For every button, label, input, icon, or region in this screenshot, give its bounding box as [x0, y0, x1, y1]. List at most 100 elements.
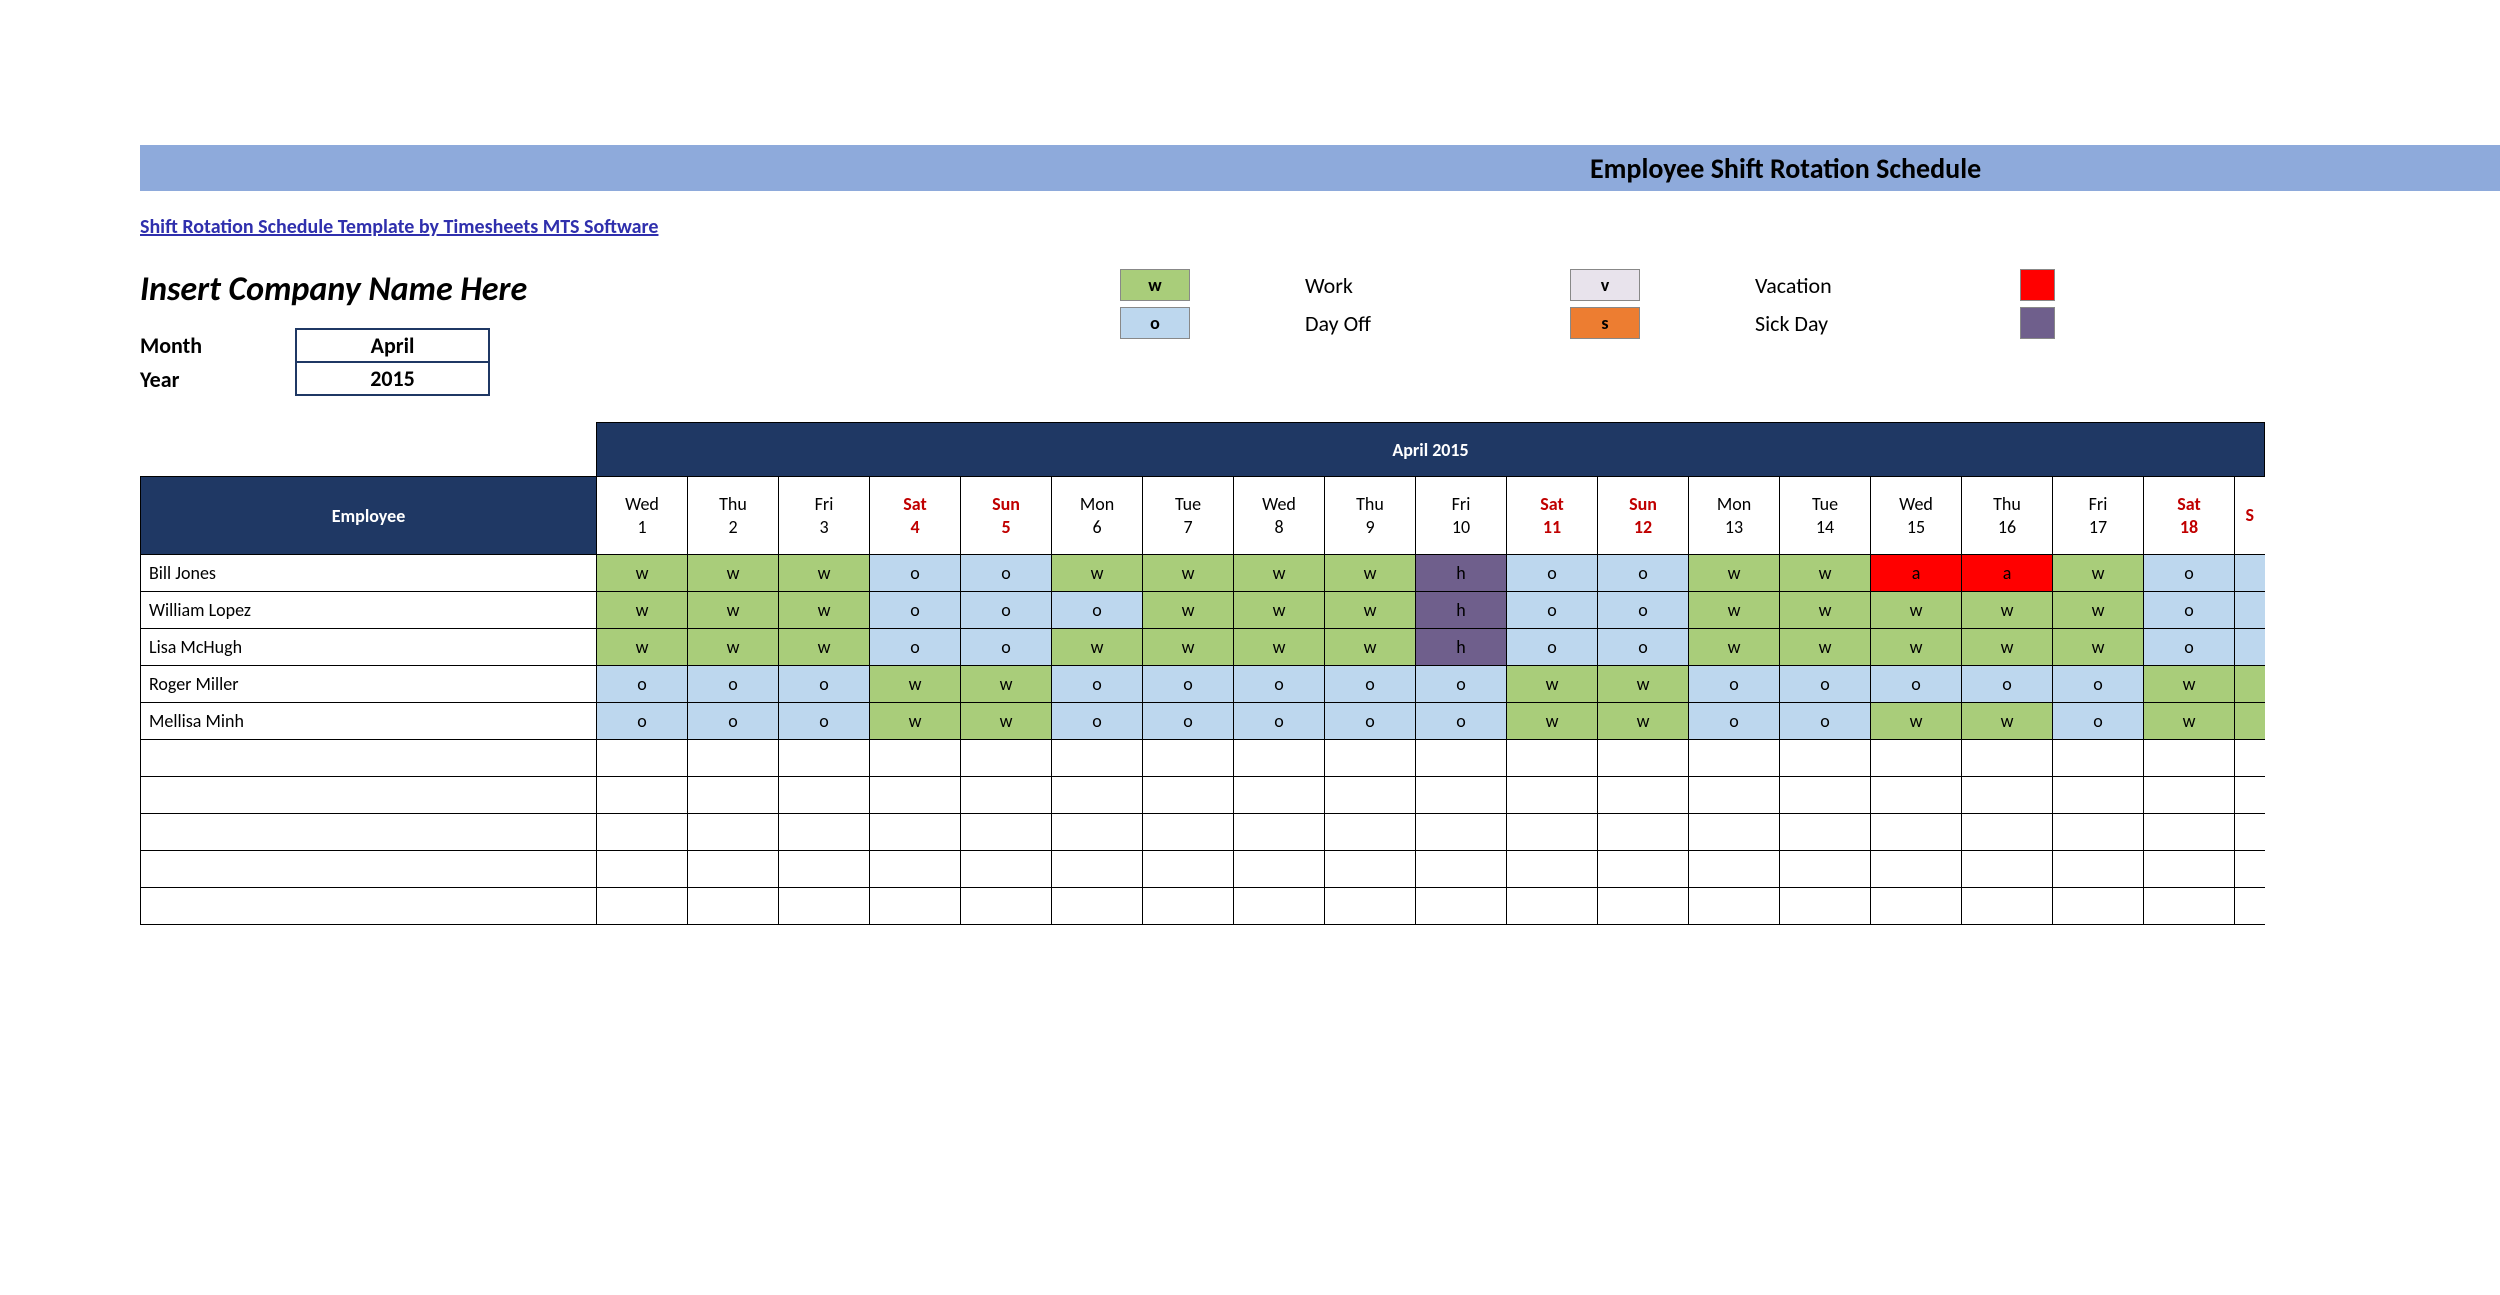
shift-cell[interactable]: [597, 777, 688, 814]
shift-cell[interactable]: w: [688, 555, 779, 592]
shift-cell[interactable]: w: [870, 666, 961, 703]
shift-cell[interactable]: [2235, 814, 2265, 851]
shift-cell[interactable]: o: [870, 629, 961, 666]
shift-cell[interactable]: w: [2053, 629, 2144, 666]
shift-cell[interactable]: o: [2144, 555, 2235, 592]
shift-cell[interactable]: [1325, 814, 1416, 851]
shift-cell[interactable]: [1143, 740, 1234, 777]
shift-cell[interactable]: [1598, 814, 1689, 851]
shift-cell[interactable]: o: [870, 592, 961, 629]
shift-cell[interactable]: w: [2144, 703, 2235, 740]
shift-cell[interactable]: [1234, 740, 1325, 777]
shift-cell[interactable]: [1962, 851, 2053, 888]
shift-cell[interactable]: [1507, 740, 1598, 777]
employee-name-cell[interactable]: Lisa McHugh: [141, 629, 597, 666]
shift-cell[interactable]: [1962, 888, 2053, 925]
shift-cell[interactable]: [2235, 777, 2265, 814]
shift-cell[interactable]: o: [2144, 629, 2235, 666]
shift-cell[interactable]: [2144, 814, 2235, 851]
shift-cell[interactable]: [1962, 740, 2053, 777]
employee-name-cell[interactable]: [141, 777, 597, 814]
shift-cell[interactable]: w: [1871, 629, 1962, 666]
shift-cell[interactable]: [1325, 740, 1416, 777]
shift-cell[interactable]: [688, 888, 779, 925]
shift-cell[interactable]: [1871, 740, 1962, 777]
shift-cell[interactable]: [1143, 888, 1234, 925]
shift-cell[interactable]: o: [1598, 555, 1689, 592]
shift-cell[interactable]: w: [779, 592, 870, 629]
shift-cell[interactable]: [1507, 888, 1598, 925]
shift-cell[interactable]: [2235, 888, 2265, 925]
shift-cell[interactable]: h: [1416, 555, 1507, 592]
shift-cell[interactable]: [2235, 592, 2265, 629]
shift-cell[interactable]: o: [779, 703, 870, 740]
shift-cell[interactable]: o: [688, 666, 779, 703]
shift-cell[interactable]: [779, 740, 870, 777]
shift-cell[interactable]: [779, 777, 870, 814]
shift-cell[interactable]: [2235, 555, 2265, 592]
shift-cell[interactable]: o: [1780, 703, 1871, 740]
shift-cell[interactable]: [1325, 777, 1416, 814]
employee-name-cell[interactable]: [141, 851, 597, 888]
shift-cell[interactable]: [961, 814, 1052, 851]
shift-cell[interactable]: o: [1507, 629, 1598, 666]
shift-cell[interactable]: w: [1780, 555, 1871, 592]
shift-cell[interactable]: [1507, 851, 1598, 888]
shift-cell[interactable]: [2053, 777, 2144, 814]
shift-cell[interactable]: o: [961, 629, 1052, 666]
shift-cell[interactable]: [2235, 666, 2265, 703]
shift-cell[interactable]: [1689, 814, 1780, 851]
shift-cell[interactable]: o: [1507, 555, 1598, 592]
shift-cell[interactable]: [779, 814, 870, 851]
shift-cell[interactable]: [1507, 777, 1598, 814]
shift-cell[interactable]: o: [2053, 703, 2144, 740]
shift-cell[interactable]: [1143, 814, 1234, 851]
shift-cell[interactable]: [1325, 888, 1416, 925]
shift-cell[interactable]: w: [1780, 592, 1871, 629]
shift-cell[interactable]: [1234, 777, 1325, 814]
shift-cell[interactable]: w: [1143, 592, 1234, 629]
shift-cell[interactable]: w: [1780, 629, 1871, 666]
shift-cell[interactable]: [1689, 888, 1780, 925]
shift-cell[interactable]: [1052, 888, 1143, 925]
shift-cell[interactable]: w: [1598, 703, 1689, 740]
shift-cell[interactable]: [1325, 851, 1416, 888]
shift-cell[interactable]: [1416, 814, 1507, 851]
shift-cell[interactable]: [961, 851, 1052, 888]
shift-cell[interactable]: [688, 740, 779, 777]
shift-cell[interactable]: w: [1962, 703, 2053, 740]
shift-cell[interactable]: [597, 740, 688, 777]
shift-cell[interactable]: [2053, 814, 2144, 851]
shift-cell[interactable]: w: [1143, 555, 1234, 592]
shift-cell[interactable]: [961, 740, 1052, 777]
shift-cell[interactable]: [870, 888, 961, 925]
shift-cell[interactable]: [961, 888, 1052, 925]
shift-cell[interactable]: w: [1689, 592, 1780, 629]
shift-cell[interactable]: h: [1416, 629, 1507, 666]
shift-cell[interactable]: w: [688, 592, 779, 629]
shift-cell[interactable]: [1780, 740, 1871, 777]
shift-cell[interactable]: o: [1052, 703, 1143, 740]
shift-cell[interactable]: [2053, 888, 2144, 925]
shift-cell[interactable]: [1052, 740, 1143, 777]
shift-cell[interactable]: w: [1325, 555, 1416, 592]
shift-cell[interactable]: [961, 777, 1052, 814]
shift-cell[interactable]: o: [1052, 592, 1143, 629]
shift-cell[interactable]: o: [597, 703, 688, 740]
shift-cell[interactable]: [1871, 888, 1962, 925]
employee-name-cell[interactable]: William Lopez: [141, 592, 597, 629]
shift-cell[interactable]: o: [2144, 592, 2235, 629]
shift-cell[interactable]: w: [1052, 555, 1143, 592]
shift-cell[interactable]: o: [1234, 703, 1325, 740]
shift-cell[interactable]: [1871, 851, 1962, 888]
shift-cell[interactable]: [1598, 777, 1689, 814]
shift-cell[interactable]: o: [1689, 666, 1780, 703]
shift-cell[interactable]: w: [2144, 666, 2235, 703]
shift-cell[interactable]: [688, 814, 779, 851]
shift-cell[interactable]: w: [1234, 629, 1325, 666]
shift-cell[interactable]: w: [597, 629, 688, 666]
shift-cell[interactable]: [1143, 777, 1234, 814]
shift-cell[interactable]: [2053, 851, 2144, 888]
employee-name-cell[interactable]: [141, 740, 597, 777]
shift-cell[interactable]: [1598, 851, 1689, 888]
